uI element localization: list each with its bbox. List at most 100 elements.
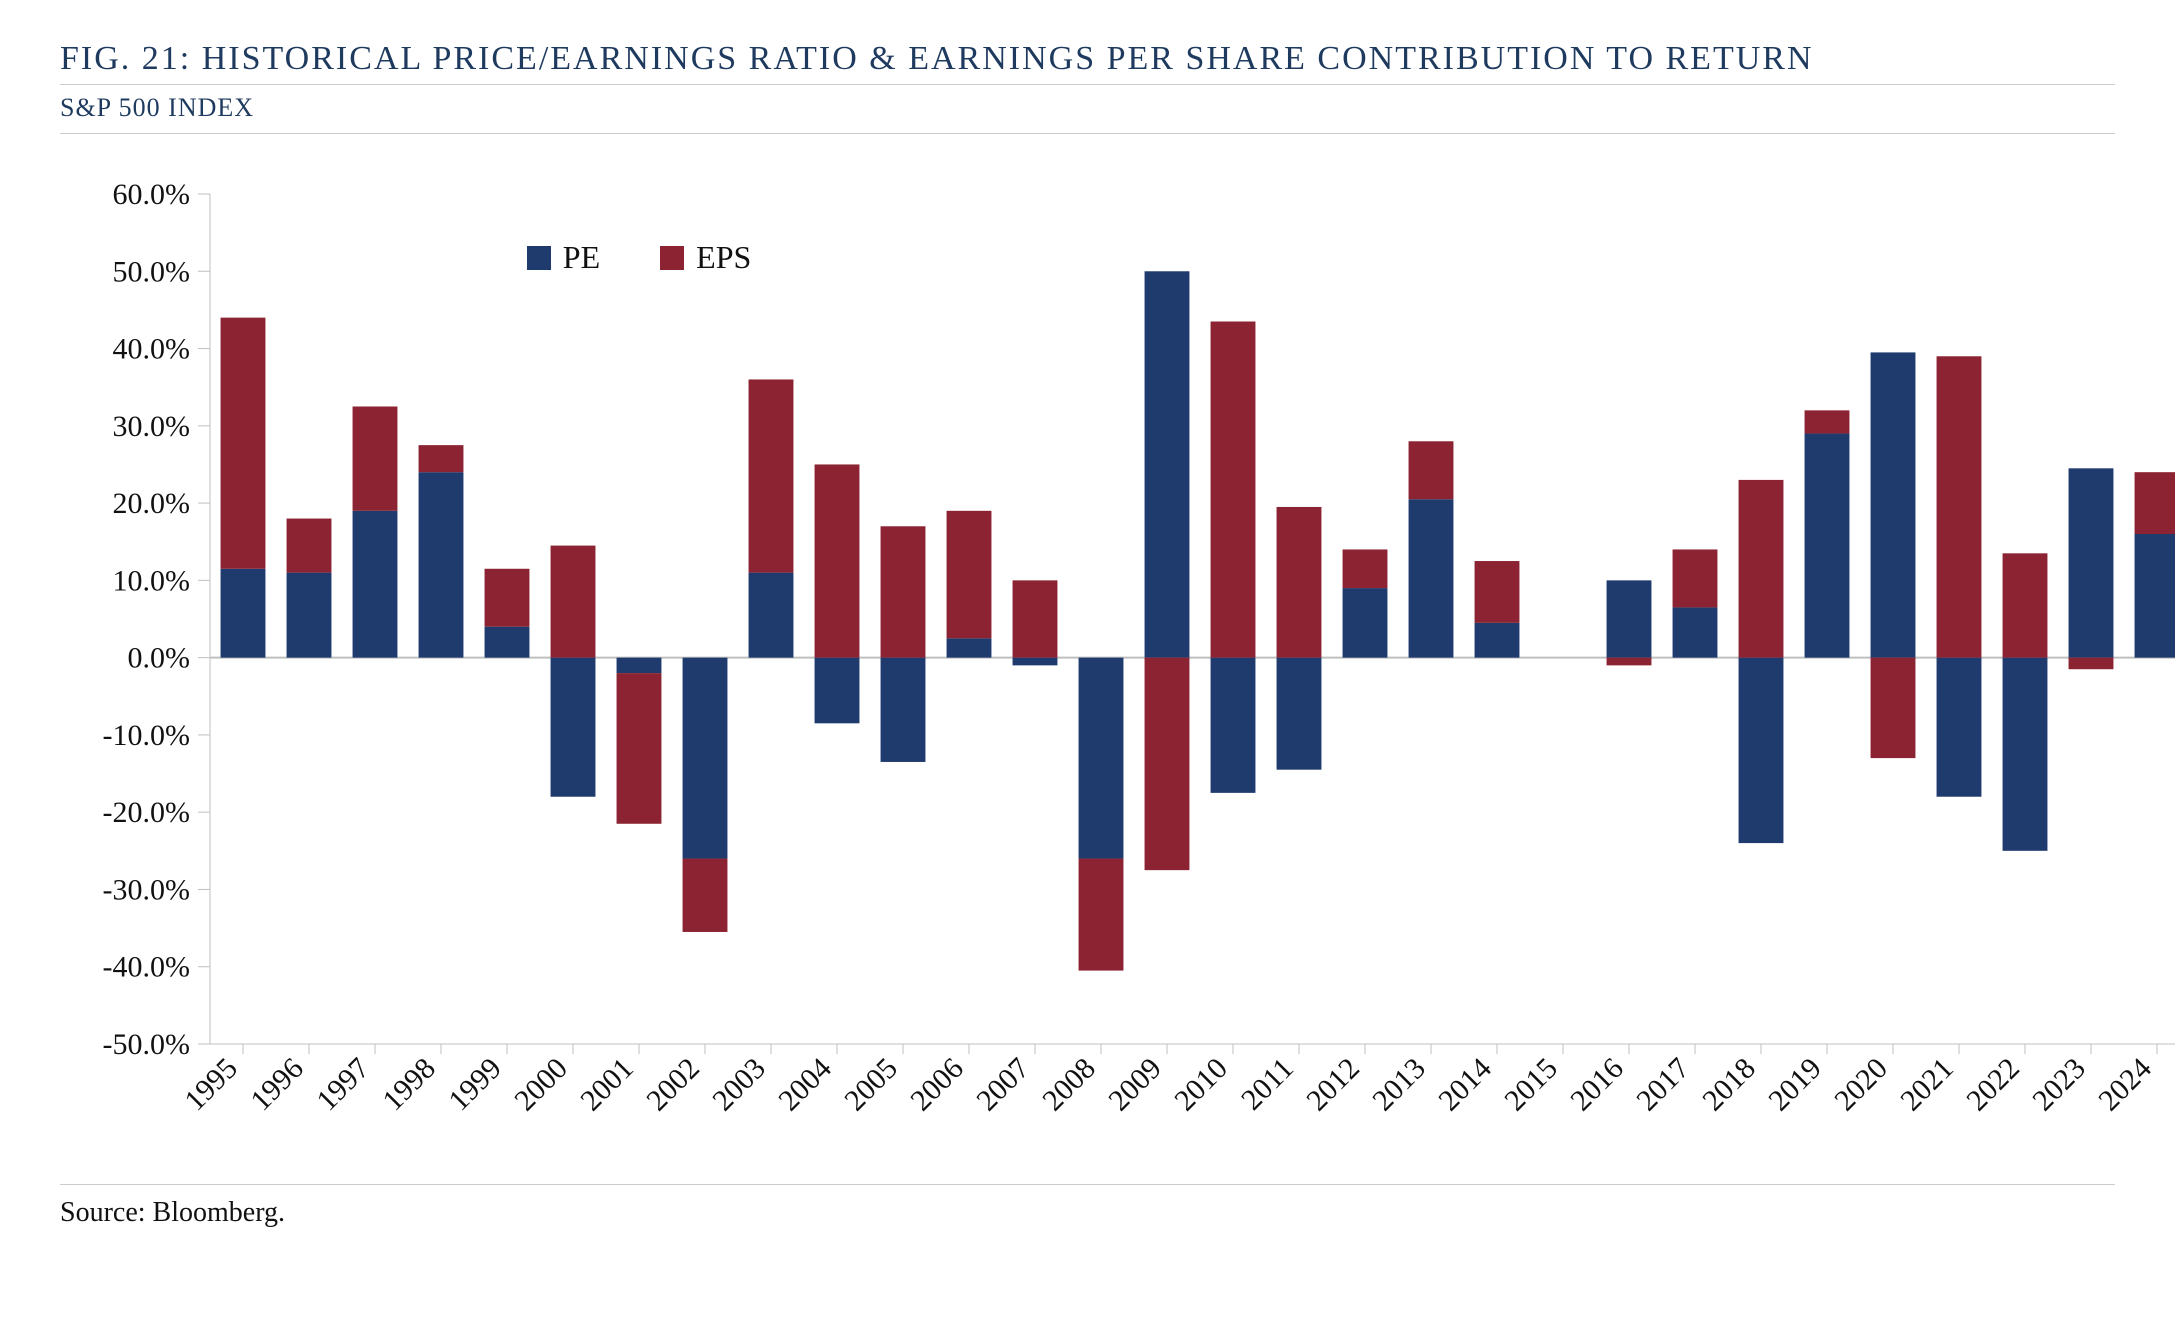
legend-swatch (660, 246, 684, 270)
bar-pe (1871, 352, 1916, 657)
bar-eps (881, 526, 926, 657)
bar-eps (1871, 658, 1916, 758)
bar-eps (419, 445, 464, 472)
bar-pe (221, 569, 266, 658)
bar-eps (947, 511, 992, 639)
bar-eps (1937, 356, 1982, 657)
x-axis-tick-label: 2012 (1300, 1052, 1366, 1118)
y-axis-tick-label: 10.0% (113, 564, 191, 597)
bar-pe (1343, 588, 1388, 658)
bar-pe (1739, 658, 1784, 843)
y-axis-tick-label: 0.0% (128, 642, 191, 675)
bar-pe (1409, 499, 1454, 657)
legend-label: EPS (696, 239, 751, 276)
x-axis-tick-label: 2020 (1828, 1052, 1894, 1118)
source-attribution: Source: Bloomberg. (60, 1184, 2115, 1229)
legend-item: PE (527, 239, 600, 276)
legend-swatch (527, 246, 551, 270)
bar-eps (2069, 658, 2114, 670)
bar-pe (881, 658, 926, 762)
bar-pe (2069, 468, 2114, 657)
x-axis-tick-label: 2006 (904, 1052, 970, 1118)
stacked-bar-chart: -50.0% -40.0% -30.0% -20.0% -10.0% 0.0% 10.0% 2… (60, 154, 2175, 1174)
bar-pe (1277, 658, 1322, 770)
y-axis-tick-label: -10.0% (103, 719, 190, 752)
bar-eps (353, 407, 398, 511)
bar-pe (2135, 534, 2175, 658)
bar-pe (551, 658, 596, 797)
chart-legend: PE EPS (527, 239, 751, 276)
bar-pe (1607, 580, 1652, 657)
figure-subtitle: S&P 500 INDEX (60, 84, 2115, 134)
bar-eps (749, 379, 794, 572)
bar-eps (1607, 658, 1652, 666)
x-axis-tick-label: 2001 (574, 1052, 640, 1118)
x-axis-tick-label: 1996 (244, 1052, 310, 1118)
bar-eps (1409, 441, 1454, 499)
x-axis-tick-label: 2011 (1235, 1052, 1300, 1117)
bar-eps (221, 318, 266, 569)
y-axis-tick-label: -30.0% (103, 873, 190, 906)
x-axis-tick-label: 2000 (508, 1052, 574, 1118)
bar-eps (1211, 322, 1256, 658)
bar-pe (1079, 658, 1124, 859)
figure-title: FIG. 21: HISTORICAL PRICE/EARNINGS RATIO… (60, 40, 2115, 78)
x-axis-tick-label: 2008 (1036, 1052, 1102, 1118)
bar-pe (2003, 658, 2048, 851)
bar-eps (1343, 549, 1388, 588)
bar-eps (1079, 859, 1124, 971)
y-axis-tick-label: 30.0% (113, 410, 191, 443)
bar-eps (485, 569, 530, 627)
bar-eps (551, 546, 596, 658)
bar-pe (1145, 271, 1190, 657)
bar-pe (1673, 607, 1718, 657)
bar-pe (617, 658, 662, 673)
y-axis-tick-label: -40.0% (103, 951, 190, 984)
bar-pe (419, 472, 464, 657)
x-axis-tick-label: 2004 (772, 1052, 838, 1118)
y-axis-tick-label: 40.0% (113, 333, 191, 366)
bar-pe (1805, 434, 1850, 658)
y-axis-tick-label: -20.0% (103, 796, 190, 829)
y-axis-tick-label: 60.0% (113, 178, 191, 211)
x-axis-tick-label: 2014 (1432, 1052, 1498, 1118)
bar-pe (1475, 623, 1520, 658)
x-axis-tick-label: 2015 (1498, 1052, 1564, 1118)
x-axis-tick-label: 2003 (706, 1052, 772, 1118)
y-axis-tick-label: 20.0% (113, 487, 191, 520)
bar-pe (749, 573, 794, 658)
bar-eps (1805, 410, 1850, 433)
bar-pe (1937, 658, 1982, 797)
x-axis-tick-label: 2022 (1960, 1052, 2026, 1118)
y-axis-tick-label: 50.0% (113, 255, 191, 288)
legend-label: PE (563, 239, 600, 276)
bar-pe (1013, 658, 1058, 666)
x-axis-tick-label: 2021 (1894, 1052, 1960, 1118)
y-axis-tick-label: -50.0% (103, 1028, 190, 1061)
bar-eps (2135, 472, 2175, 534)
bar-pe (815, 658, 860, 724)
x-axis-tick-label: 2019 (1762, 1052, 1828, 1118)
bar-pe (947, 638, 992, 657)
x-axis-tick-label: 1995 (178, 1052, 244, 1118)
x-axis-tick-label: 2023 (2026, 1052, 2092, 1118)
bar-eps (1145, 658, 1190, 871)
bar-pe (485, 627, 530, 658)
x-axis-tick-label: 2007 (970, 1052, 1036, 1118)
bar-pe (1211, 658, 1256, 793)
chart-area: -50.0% -40.0% -30.0% -20.0% -10.0% 0.0% 10.0% 2… (60, 154, 2115, 1174)
bar-eps (815, 464, 860, 657)
x-axis-tick-label: 2018 (1696, 1052, 1762, 1118)
bar-eps (1673, 549, 1718, 607)
x-axis-tick-label: 1999 (442, 1052, 508, 1118)
x-axis-tick-label: 2010 (1168, 1052, 1234, 1118)
bar-eps (1739, 480, 1784, 658)
bar-eps (683, 859, 728, 932)
x-axis-tick-label: 2005 (838, 1052, 904, 1118)
bar-eps (287, 519, 332, 573)
x-axis-tick-label: 2017 (1630, 1052, 1696, 1118)
x-axis-tick-label: 2009 (1102, 1052, 1168, 1118)
x-axis-tick-label: 1997 (310, 1052, 376, 1118)
x-axis-tick-label: 2016 (1564, 1052, 1630, 1118)
bar-pe (353, 511, 398, 658)
